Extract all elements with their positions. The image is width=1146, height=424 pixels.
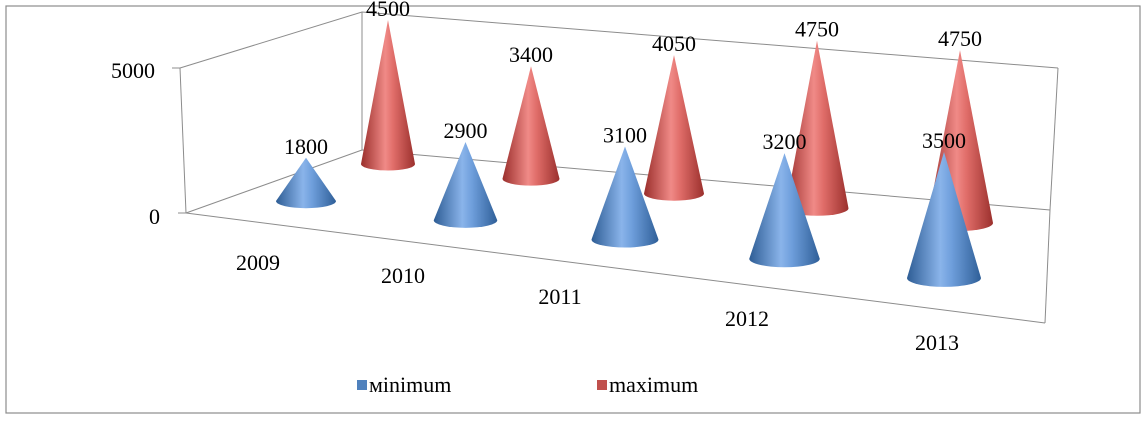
cone-maximum-body	[502, 66, 560, 186]
cone-minimum-body	[907, 152, 981, 287]
cones-layer	[276, 20, 993, 287]
cone-maximum	[361, 20, 415, 171]
cone-minimum-body	[749, 153, 820, 268]
cone-maximum-body	[361, 20, 415, 171]
cone-minimum-body	[433, 141, 498, 228]
value-label: 4750	[938, 26, 982, 51]
x-tick-label: 2012	[725, 306, 769, 331]
legend-swatch-maximum	[597, 380, 607, 390]
cone-minimum	[907, 152, 981, 287]
back-wall-right-edge	[1049, 67, 1059, 211]
legend-swatch-minimum	[357, 380, 367, 390]
x-tick-label: 2011	[538, 284, 581, 309]
axes	[172, 11, 1059, 324]
value-label: 4750	[795, 17, 839, 42]
cone-maximum-body	[644, 54, 704, 201]
legend-label-maximum: maximum	[609, 372, 698, 397]
value-label: 2900	[444, 118, 488, 143]
cone-minimum	[591, 146, 659, 248]
legend-label-minimum: мinimum	[369, 372, 451, 397]
value-label: 4050	[652, 31, 696, 56]
y-tick-label: 5000	[111, 58, 155, 83]
cone-minimum-body	[276, 157, 336, 209]
x-tick-label: 2013	[915, 330, 959, 355]
value-label: 1800	[284, 134, 328, 159]
floor-right-edge	[1044, 209, 1051, 324]
x-tick-label: 2009	[236, 250, 280, 275]
x-tick-label: 2010	[381, 263, 425, 288]
cone-minimum	[276, 157, 336, 209]
value-labels-layer: 4500 3400 4050 4750 4750 1800 2900 3100 3200 3500	[284, 0, 982, 159]
value-label: 3200	[763, 129, 807, 154]
cone-maximum	[785, 40, 849, 216]
x-axis-line	[185, 212, 1046, 324]
cone-minimum	[433, 141, 498, 228]
cone-maximum-body	[785, 40, 849, 216]
cone-minimum-body	[591, 146, 659, 248]
value-label: 4500	[366, 0, 410, 21]
legend: мinimum maximum	[357, 372, 698, 397]
y-tick-label: 0	[149, 204, 160, 229]
cone-minimum	[749, 153, 820, 268]
y-axis-line	[179, 67, 187, 214]
value-label: 3400	[509, 42, 553, 67]
value-label: 3100	[603, 123, 647, 148]
value-label: 3500	[922, 128, 966, 153]
floor-left-edge	[185, 149, 363, 214]
cone-maximum	[502, 66, 560, 186]
cone-maximum	[644, 54, 704, 201]
